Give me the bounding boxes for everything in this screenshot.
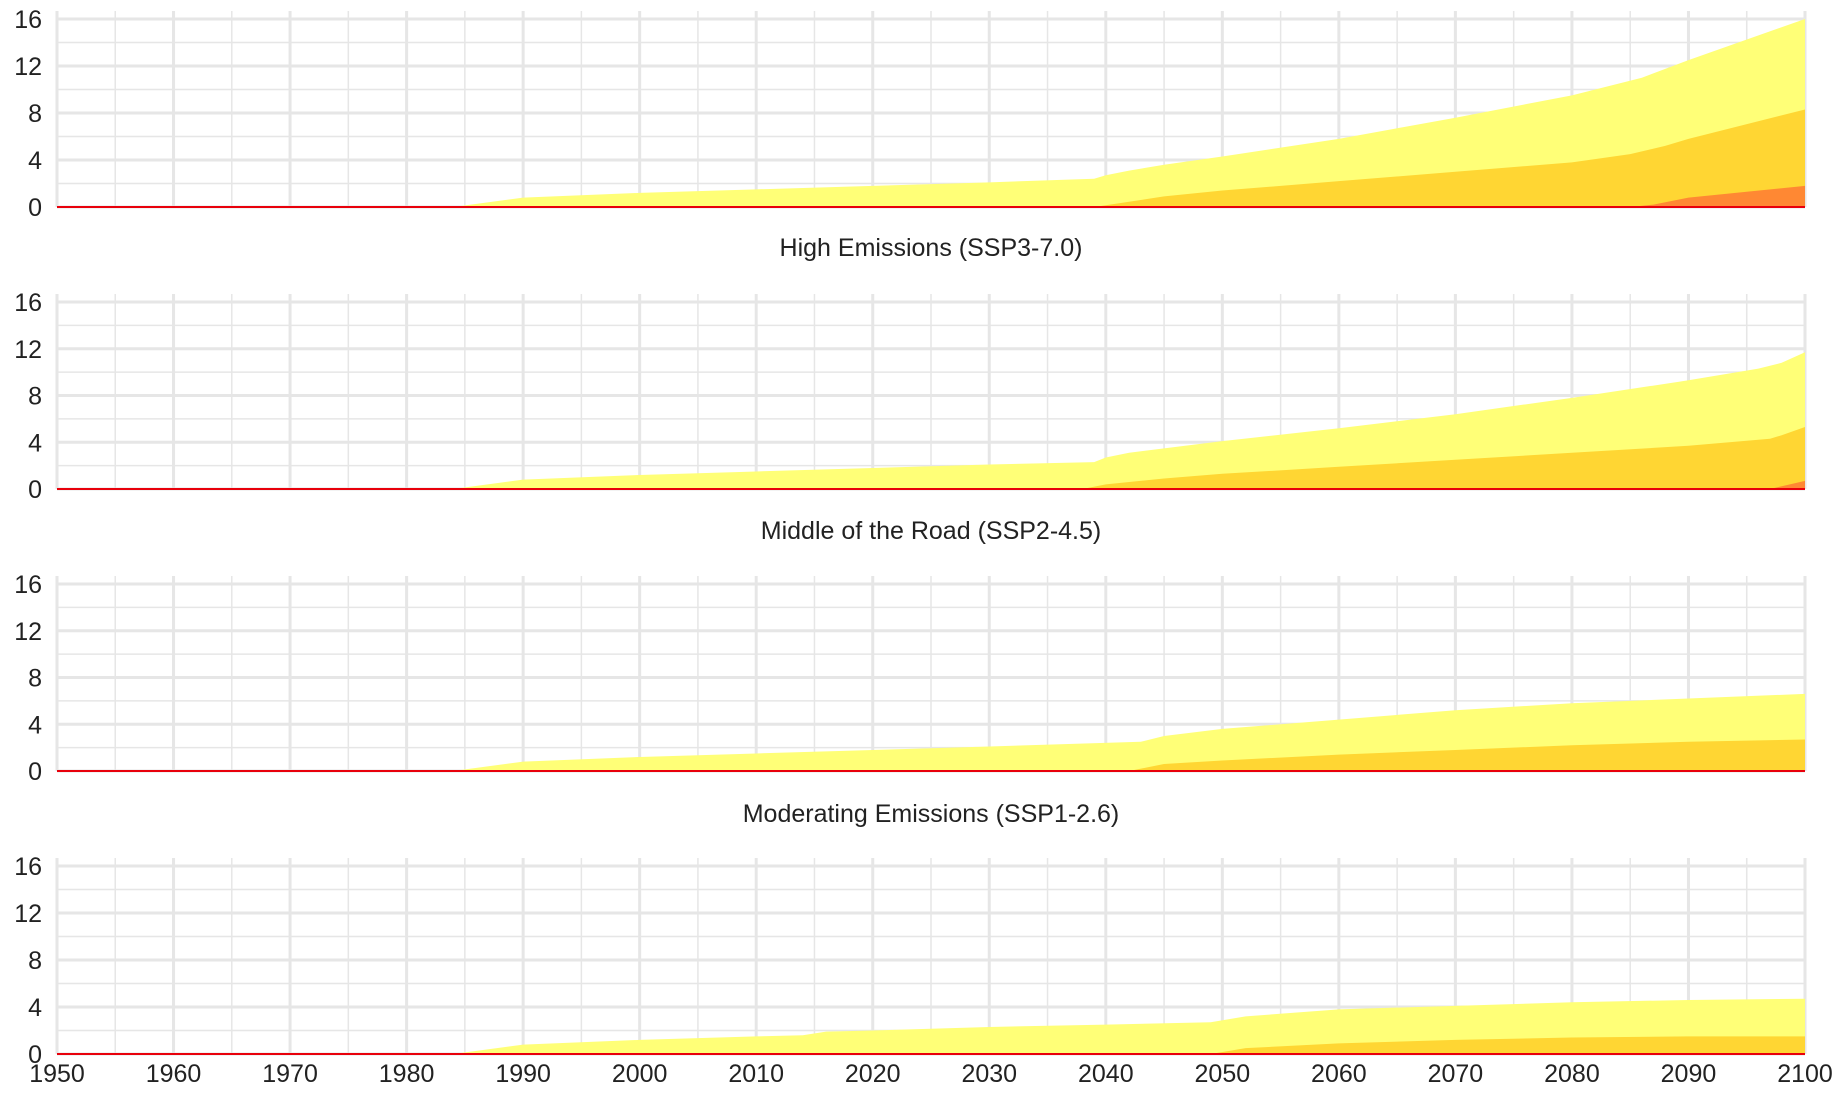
panel-title: Middle of the Road (SSP2-4.5) — [761, 517, 1101, 545]
y-tick-label: 4 — [28, 994, 42, 1022]
x-tick-label: 2010 — [728, 1060, 784, 1088]
y-tick-label: 0 — [28, 758, 42, 786]
x-tick-label: 2100 — [1777, 1060, 1833, 1088]
y-tick-label: 8 — [28, 665, 42, 693]
y-tick-label: 12 — [14, 618, 42, 646]
x-tick-label: 2070 — [1428, 1060, 1484, 1088]
y-tick-label: 16 — [14, 571, 42, 599]
y-tick-label: 12 — [14, 53, 42, 81]
x-tick-label: 1970 — [262, 1060, 318, 1088]
y-tick-label: 12 — [14, 336, 42, 364]
x-tick-label: 2030 — [961, 1060, 1017, 1088]
x-tick-label: 2080 — [1544, 1060, 1600, 1088]
x-tick-label: 1950 — [29, 1060, 85, 1088]
area-series-1 — [57, 693, 1805, 771]
x-tick-label: 2020 — [845, 1060, 901, 1088]
area-series-1 — [57, 998, 1805, 1054]
y-tick-label: 4 — [28, 711, 42, 739]
y-tick-label: 8 — [28, 947, 42, 975]
x-tick-label: 2060 — [1311, 1060, 1367, 1088]
area-series-2 — [57, 1036, 1805, 1054]
chart-panel-2: 0 4 8 12 16 Middle of the Road (SSP2-4.5) — [14, 517, 1807, 786]
x-tick-label: 1980 — [379, 1060, 435, 1088]
x-tick-label: 1990 — [495, 1060, 551, 1088]
y-tick-label: 8 — [28, 383, 42, 411]
area-series-2 — [57, 109, 1805, 207]
panel-title: High Emissions (SSP3-7.0) — [780, 234, 1083, 262]
y-tick-label: 16 — [14, 853, 42, 881]
area-series-1 — [57, 19, 1805, 207]
y-tick-label: 8 — [28, 100, 42, 128]
y-tick-label: 0 — [28, 1041, 42, 1069]
y-tick-label: 0 — [28, 476, 42, 504]
area-series-2 — [57, 427, 1805, 489]
chart-panel-3: 0 4 8 12 16 Moderating Emissions (SSP1-2.6) 19… — [14, 800, 1833, 1088]
area-series-1 — [57, 352, 1805, 489]
x-tick-label: 1960 — [146, 1060, 202, 1088]
y-tick-label: 16 — [14, 289, 42, 317]
chart-panel-1: 0 4 8 12 16 High Emissions (SSP3-7.0) — [14, 234, 1807, 504]
x-tick-label: 2040 — [1078, 1060, 1134, 1088]
panel-title: Moderating Emissions (SSP1-2.6) — [743, 800, 1120, 828]
y-tick-label: 4 — [28, 429, 42, 457]
chart-panel-0: 0 4 8 12 16 — [14, 6, 1807, 222]
y-tick-label: 4 — [28, 147, 42, 175]
y-tick-label: 16 — [14, 6, 42, 34]
y-tick-label: 12 — [14, 900, 42, 928]
area-series-2 — [57, 739, 1805, 771]
grid-3 — [55, 858, 1807, 1056]
x-tick-label: 2090 — [1661, 1060, 1717, 1088]
y-tick-label: 0 — [28, 194, 42, 222]
x-tick-label: 2000 — [612, 1060, 668, 1088]
x-tick-label: 2050 — [1195, 1060, 1251, 1088]
